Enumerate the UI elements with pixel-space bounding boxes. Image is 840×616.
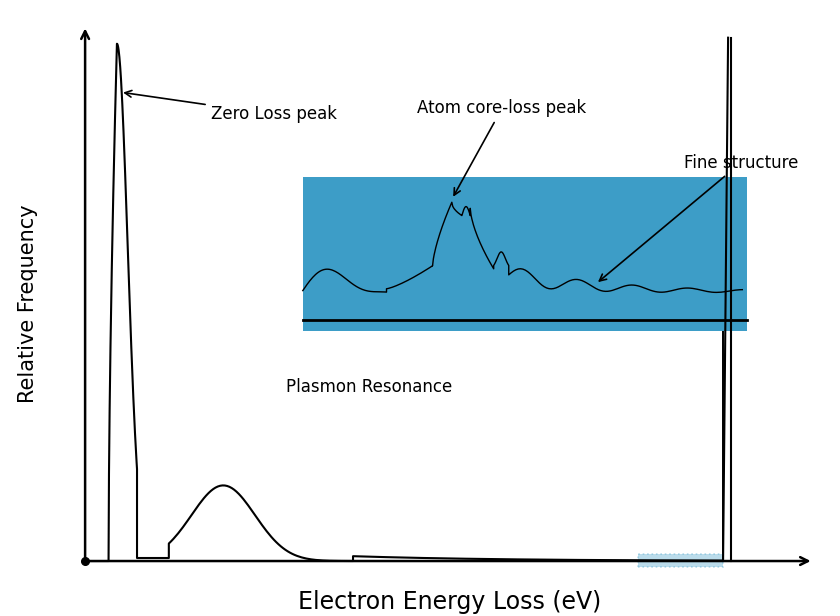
Bar — [638, 554, 723, 567]
Text: Atom core-loss peak: Atom core-loss peak — [417, 99, 586, 195]
Text: Electron Energy Loss (eV): Electron Energy Loss (eV) — [297, 590, 601, 614]
Text: Fine structure: Fine structure — [600, 154, 798, 281]
Text: Relative Frequency: Relative Frequency — [18, 205, 38, 403]
Text: Zero Loss peak: Zero Loss peak — [125, 91, 337, 123]
Text: Plasmon Resonance: Plasmon Resonance — [286, 378, 452, 395]
Bar — [302, 177, 747, 331]
